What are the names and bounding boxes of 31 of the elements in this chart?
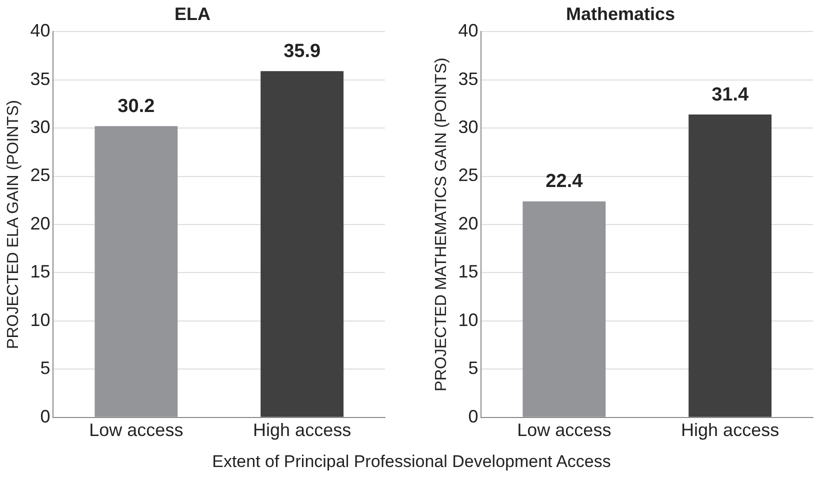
y-tick-label: 25 <box>458 165 478 186</box>
y-tick-label: 0 <box>40 406 50 426</box>
y-tick-label: 40 <box>30 20 50 41</box>
y-tick-label: 35 <box>30 68 50 89</box>
x-tick-label: Low access <box>89 420 184 440</box>
y-tick-label: 30 <box>458 117 478 138</box>
y-tick-label: 10 <box>30 310 50 330</box>
y-axis-title: PROJECTED ELA GAIN (POINTS) <box>5 100 22 349</box>
x-tick-label: High access <box>681 420 780 440</box>
data-label: 31.4 <box>712 84 749 106</box>
chart-title: ELA <box>174 4 210 24</box>
y-tick-label: 5 <box>468 358 478 378</box>
chart-title: Mathematics <box>566 4 676 24</box>
data-label: 22.4 <box>546 171 584 192</box>
y-tick-label: 5 <box>40 358 50 378</box>
y-tick-label: 30 <box>30 117 50 138</box>
y-tick-label: 15 <box>458 262 478 282</box>
y-tick-label: 20 <box>30 213 50 234</box>
data-label: 30.2 <box>118 96 155 117</box>
text: Extent of Principal Professional Development Access <box>211 452 612 472</box>
x-tick-label: Low access <box>517 420 612 440</box>
y-tick-label: 20 <box>458 213 478 234</box>
data-label: 35.9 <box>284 40 321 62</box>
y-tick-label: 10 <box>458 310 478 330</box>
y-axis-title: PROJECTED MATHEMATICS GAIN (POINTS) <box>433 58 450 392</box>
y-tick-label: 40 <box>458 20 478 41</box>
x-tick-label: High access <box>253 420 352 440</box>
y-tick-label: 25 <box>30 165 50 186</box>
y-tick-label: 15 <box>30 262 50 282</box>
y-tick-label: 0 <box>468 406 478 426</box>
y-tick-label: 35 <box>458 68 478 89</box>
